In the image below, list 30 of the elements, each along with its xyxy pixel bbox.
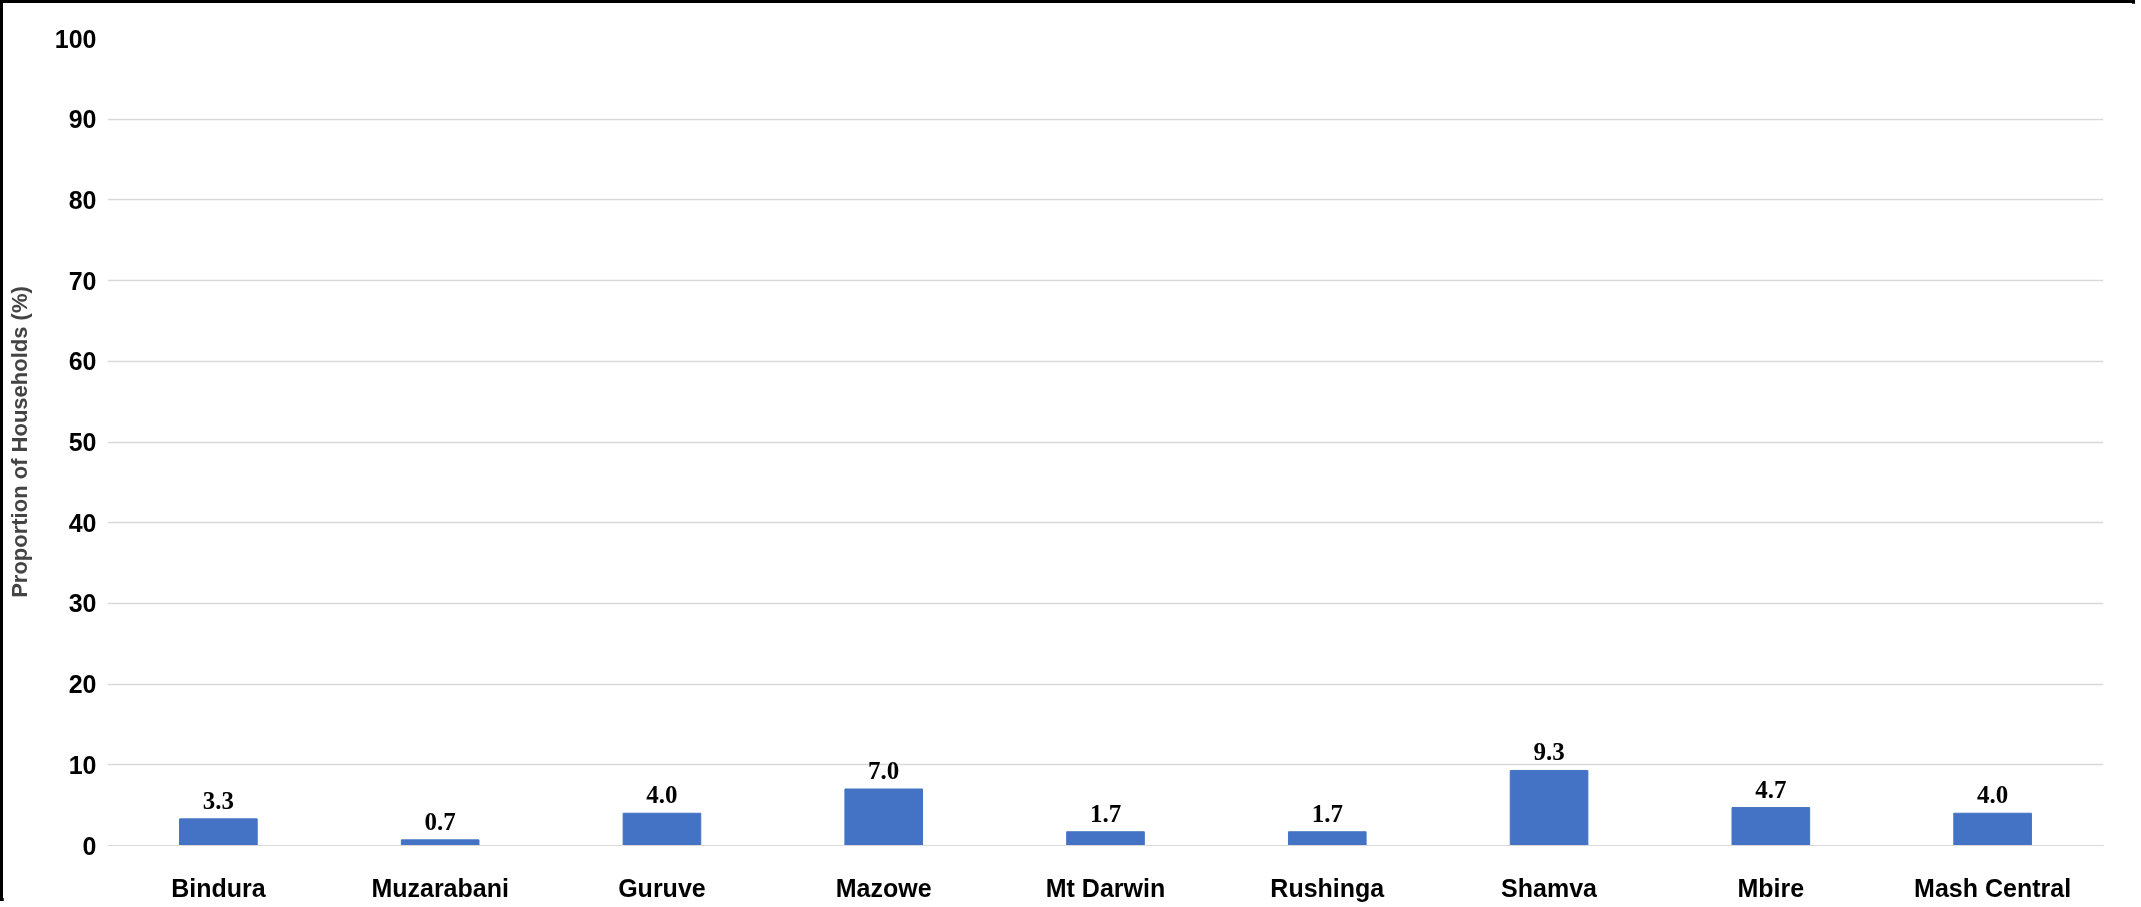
x-tick-label: Bindura (171, 873, 267, 902)
y-tick-label: 30 (68, 589, 97, 618)
y-tick-label: 20 (68, 670, 97, 699)
x-tick-label: Mazowe (835, 873, 932, 902)
y-tick-label: 80 (68, 185, 97, 214)
y-tick-label: 100 (54, 24, 97, 53)
data-label: 4.0 (1976, 781, 2009, 809)
data-label: 9.3 (1533, 738, 1565, 766)
x-tick-label: Shamva (1501, 873, 1599, 902)
x-tick-label: Mt Darwin (1045, 873, 1166, 902)
data-label: 0.7 (424, 807, 456, 835)
y-tick-label: 60 (68, 347, 97, 376)
y-tick-label: 50 (68, 428, 97, 456)
y-axis-title: Proportion of Households (%) (6, 286, 32, 598)
x-tick-label: Mbire (1737, 873, 1805, 902)
y-tick-label: 70 (68, 266, 97, 295)
data-label: 4.7 (1755, 775, 1787, 803)
data-label: 1.7 (1089, 799, 1122, 827)
x-tick-label: Guruve (618, 873, 706, 902)
data-label: 1.7 (1311, 799, 1343, 827)
data-label: 7.0 (868, 757, 900, 785)
y-tick-label: 10 (68, 750, 97, 779)
x-tick-label: Muzarabani (371, 873, 509, 902)
x-tick-label: Rushinga (1270, 873, 1386, 902)
y-tick-label: 0 (82, 831, 97, 860)
x-tick-label: Mash Central (1914, 873, 2072, 902)
y-tick-label: 40 (68, 508, 97, 537)
y-tick-label: 90 (68, 105, 97, 134)
data-label: 3.3 (202, 786, 235, 814)
data-label: 4.0 (646, 781, 678, 809)
